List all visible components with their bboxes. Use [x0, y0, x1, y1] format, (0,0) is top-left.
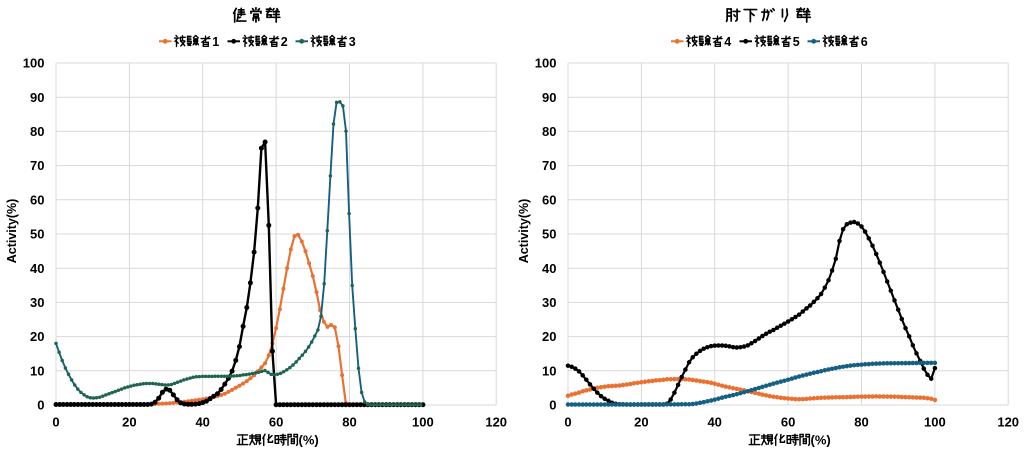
svg-text:40: 40 [542, 261, 556, 276]
svg-text:70: 70 [542, 158, 556, 173]
svg-text:40: 40 [707, 415, 721, 430]
svg-text:20: 20 [542, 329, 556, 344]
svg-text:Activity(%): Activity(%) [517, 199, 531, 264]
svg-text:10: 10 [30, 363, 44, 378]
svg-text:1: 1 [212, 35, 219, 49]
svg-text:100: 100 [535, 56, 557, 71]
svg-text:100: 100 [412, 415, 434, 430]
svg-text:0: 0 [37, 398, 44, 413]
svg-text:0: 0 [52, 415, 59, 430]
svg-text:80: 80 [30, 124, 44, 139]
svg-text:50: 50 [542, 227, 556, 242]
svg-text:0: 0 [564, 415, 571, 430]
svg-text:90: 90 [542, 90, 556, 105]
svg-text:120: 120 [997, 415, 1019, 430]
svg-text:100: 100 [924, 415, 946, 430]
svg-text:(%): (%) [811, 432, 831, 447]
svg-text:40: 40 [30, 261, 44, 276]
svg-text:2: 2 [281, 35, 288, 49]
svg-text:Activity(%): Activity(%) [5, 199, 19, 264]
svg-text:6: 6 [861, 35, 868, 49]
svg-text:0: 0 [549, 398, 556, 413]
svg-text:80: 80 [854, 415, 868, 430]
svg-text:70: 70 [30, 158, 44, 173]
svg-text:20: 20 [30, 329, 44, 344]
svg-text:4: 4 [724, 35, 731, 49]
svg-text:80: 80 [342, 415, 356, 430]
svg-text:60: 60 [269, 415, 283, 430]
svg-text:100: 100 [23, 56, 45, 71]
svg-text:90: 90 [30, 90, 44, 105]
svg-text:20: 20 [122, 415, 136, 430]
svg-text:20: 20 [634, 415, 648, 430]
svg-text:60: 60 [781, 415, 795, 430]
svg-text:80: 80 [542, 124, 556, 139]
svg-text:50: 50 [30, 227, 44, 242]
svg-text:3: 3 [349, 35, 356, 49]
svg-text:30: 30 [542, 295, 556, 310]
svg-text:120: 120 [485, 415, 507, 430]
svg-text:10: 10 [542, 363, 556, 378]
svg-text:60: 60 [30, 192, 44, 207]
svg-text:(%): (%) [299, 432, 319, 447]
svg-text:60: 60 [542, 192, 556, 207]
svg-text:40: 40 [195, 415, 209, 430]
svg-text:5: 5 [793, 35, 800, 49]
svg-text:30: 30 [30, 295, 44, 310]
